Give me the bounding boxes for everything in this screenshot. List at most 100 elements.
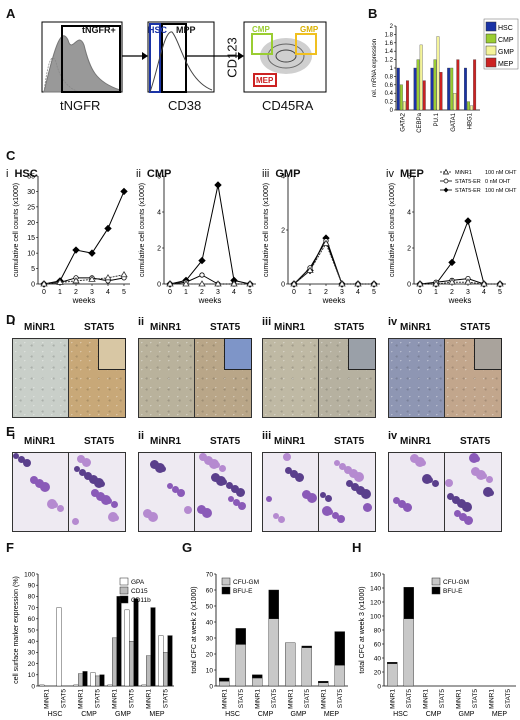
panel-d-sub-iv: iv (388, 316, 398, 328)
panel-c-point-stat5_100 (464, 217, 472, 225)
chart-f-bar-gpa (158, 635, 164, 687)
panel-d-col-label-minr1: MiNR1 (150, 322, 182, 333)
panel-e-cell (84, 472, 92, 480)
panel-b-ytick-label: 0.6 (385, 83, 394, 89)
panel-c-point-minr1 (306, 266, 314, 273)
panel-b-bar-hsc (413, 67, 417, 111)
chart-f-bar-cd15 (146, 655, 151, 687)
chart-h-ytick-label: 100 (370, 613, 381, 620)
panel-b-bar-cmp (399, 84, 403, 111)
panel-b-bar-hsc (464, 67, 467, 111)
panel-e-cell (18, 456, 25, 463)
panel-e-cell (471, 467, 480, 476)
panel-c-ylabel: cumulative cell counts (x1000) (13, 183, 20, 277)
panel-a-histogram-tngfr-control (43, 57, 81, 93)
chart-g-legend-swatch (221, 586, 231, 595)
chart-g-xtick-label: MiNR1 (221, 689, 228, 709)
panel-a-gate-tngfr-label: tNGFR+ (82, 25, 116, 35)
panel-c-ylabel: cumulative cell counts (x1000) (389, 183, 396, 277)
chart-h-xtick-label: STAT5 (406, 689, 413, 709)
chart-g-ytick-label: 20 (206, 651, 214, 658)
panel-e-col-label-stat5: STAT5 (210, 436, 241, 447)
panel-c-xtick-label: 3 (340, 289, 344, 296)
chart-h-legend-label: BFU-E (443, 588, 463, 595)
chart-f-group-label: HSC (48, 711, 63, 718)
panel-e-cell (184, 506, 192, 514)
panel-d-sub-ii: ii (138, 316, 145, 328)
panel-e-cell (351, 483, 359, 491)
chart-h-ytick-label: 160 (370, 571, 381, 578)
panel-c-xtick-label: 5 (122, 289, 126, 296)
chart-h-ytick-label: 80 (374, 627, 382, 634)
panel-a-gate-tngfr (61, 25, 121, 93)
chart-g-xtick-label: STAT5 (304, 689, 311, 709)
panel-c-ytick-label: 2 (281, 228, 285, 235)
chart-h-group-label: HSC (393, 711, 408, 718)
panel-e-sub-iv: iv (388, 430, 398, 442)
panel-b-bar-hsc (396, 67, 400, 111)
panel-c-point-minr1 (448, 278, 456, 285)
chart-f-legend-label: CD15 (131, 588, 148, 595)
panel-d-col-label-minr1: MiNR1 (274, 322, 306, 333)
panel-e-cell (236, 488, 245, 497)
panel-e-cell (233, 499, 240, 506)
panel-c-point-minr1 (120, 270, 128, 278)
panel-c-line-stat5_0 (169, 274, 250, 285)
panel-e-cell (325, 495, 332, 502)
panel-c-xtick-label: 5 (498, 289, 502, 296)
chart-g-xtick-label: STAT5 (238, 689, 245, 709)
panel-e-cell (177, 489, 185, 497)
panel-c-xtick-label: 0 (42, 289, 46, 296)
chart-g-legend-swatch (221, 577, 231, 586)
panel-b-bar-cmp (450, 67, 454, 111)
panel-e-cell (160, 466, 166, 472)
panel-c-ytick-label: 10 (27, 251, 35, 258)
panel-e-cell (79, 469, 86, 476)
chart-g-legend-label: CFU-GM (233, 579, 259, 586)
panel-c-ytick-label: 35 (27, 174, 35, 181)
chart-g-xtick-label: STAT5 (337, 689, 344, 709)
panel-c-xtick-label: 5 (248, 289, 252, 296)
panel-e-cell (40, 482, 50, 492)
panel-e-cell (13, 453, 19, 459)
chart-g-ytick-label: 40 (206, 619, 214, 626)
panel-e-col-label-stat5: STAT5 (334, 436, 365, 447)
panel-c-line-stat5_100 (169, 184, 251, 285)
chart-h-ylabel: total CFC at week 3 (x1000) (359, 586, 366, 673)
chart-g-ytick-label: 50 (206, 603, 214, 610)
panel-e-cell (454, 510, 461, 517)
panel-e-cell (398, 500, 406, 508)
chart-g-bar-cfu-gm (252, 677, 263, 687)
chart-h-legend-swatch (431, 577, 441, 586)
panel-b-legend-label-gmp: GMP (498, 49, 514, 56)
panel-c-point-minr1 (214, 280, 222, 287)
panel-d-sub-iii: iii (262, 316, 272, 328)
chart-g-bar-cfu-gm (318, 682, 329, 687)
panel-c-sub-ii-title: ii CMP (136, 168, 172, 180)
chart-f-group-label: CMP (81, 711, 97, 718)
panel-c-xtick-label: 1 (184, 289, 188, 296)
panel-a-histogram-cd38-line (149, 31, 213, 93)
chart-f-group-label: MEP (149, 711, 165, 718)
panel-c-sub-iv-title: iv MEP (386, 168, 424, 180)
panel-e-col-label-minr1: MiNR1 (274, 436, 306, 447)
panel-c-point-minr1 (166, 280, 174, 287)
panel-e-cell (199, 453, 207, 461)
chart-g-bar-cfu-gm (301, 647, 312, 687)
panel-c-line-stat5_100 (420, 219, 500, 285)
chart-f-xtick-label: STAT5 (95, 689, 102, 709)
chart-g-bar-bfu-e (252, 674, 263, 679)
panel-c-sub-i-title: i HSC (6, 168, 38, 180)
chart-f-group-label: GMP (115, 711, 131, 718)
panel-e-cell (339, 463, 346, 470)
panel-c-line-stat5_100 (43, 191, 125, 285)
chart-g-bar-cfu-gm (268, 618, 279, 687)
panel-e-cell (447, 493, 454, 500)
chart-g-bar-cfu-gm (235, 644, 246, 687)
panel-e-cell (307, 493, 317, 503)
panel-b-bar-cmp (416, 59, 420, 111)
panel-e-cytospin-minr1 (262, 452, 320, 532)
panel-b-legend-swatch-mep (485, 57, 497, 68)
chart-g-xtick-label: MiNR1 (287, 689, 294, 709)
chart-f-bar-gpa (90, 672, 96, 687)
